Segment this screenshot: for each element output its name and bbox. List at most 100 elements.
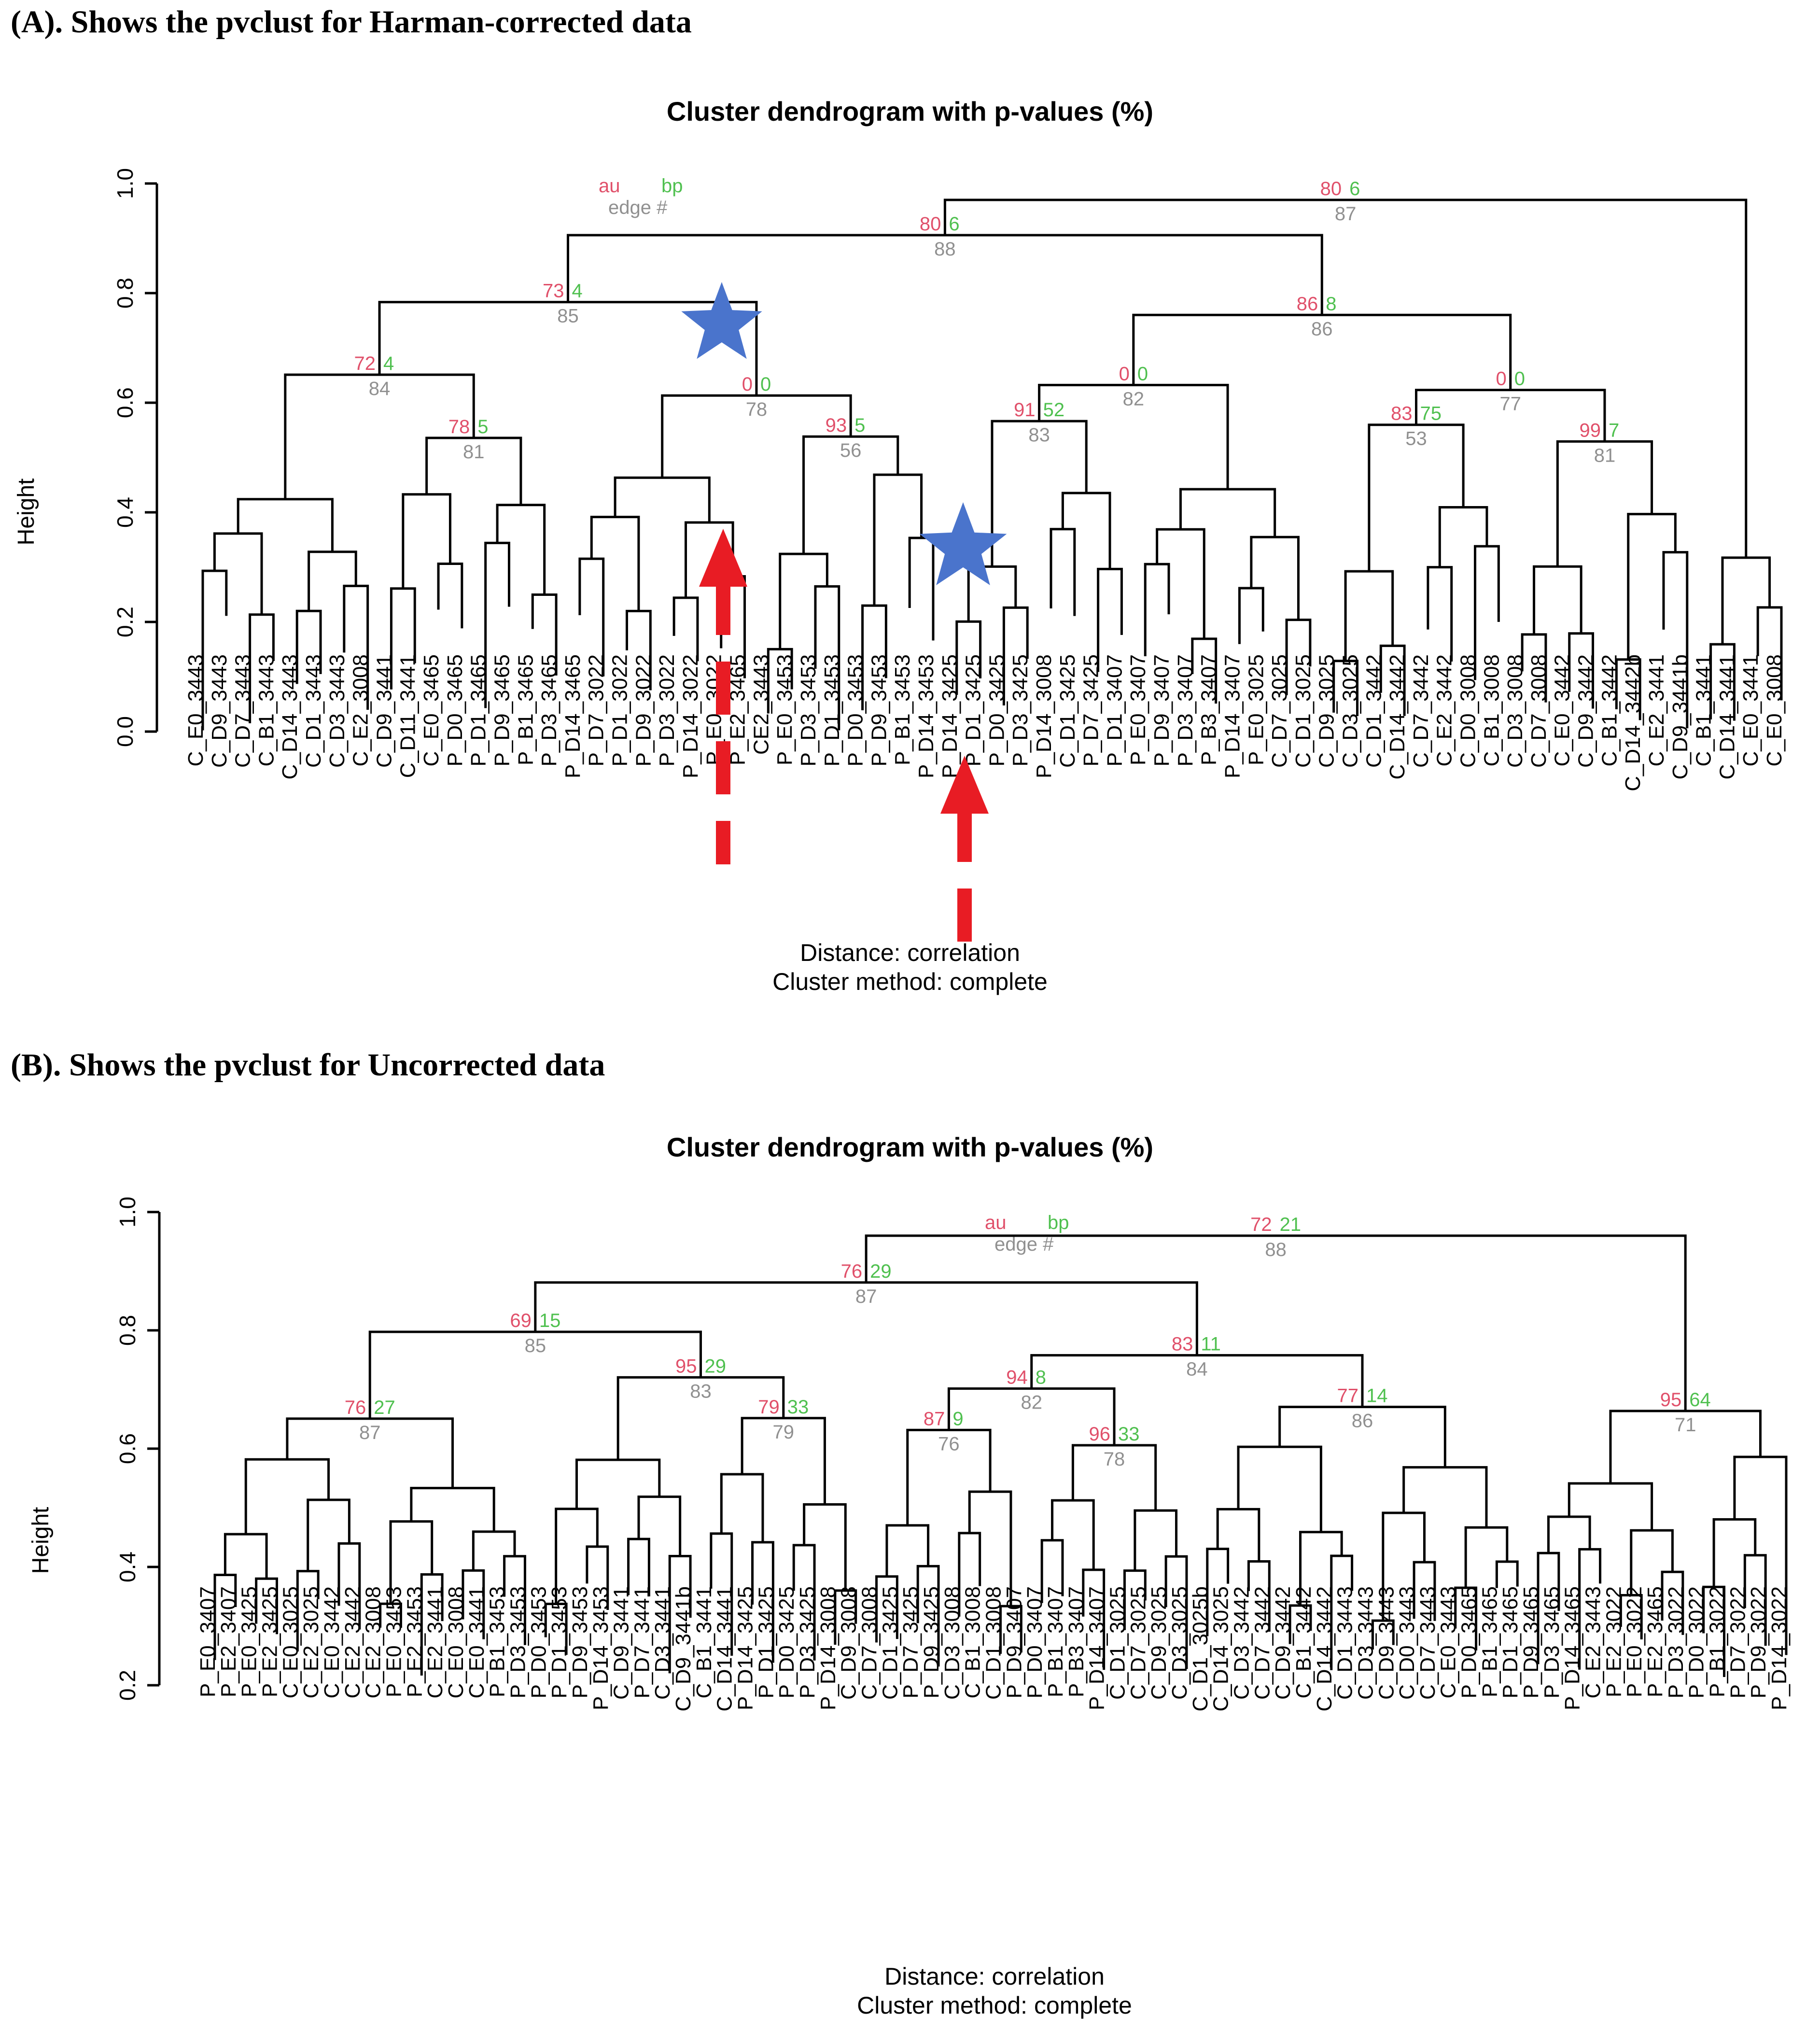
- leaf-label: C_D1_3025b: [1189, 1586, 1212, 1711]
- node-bp-value: 0: [1137, 363, 1148, 384]
- leaf-label: P_D1_3407: [1103, 654, 1126, 766]
- dendrogram-branch: [307, 1498, 350, 1571]
- leaf-label: C_E0_3443: [184, 654, 208, 766]
- node-bp-value: 8: [1326, 293, 1336, 314]
- y-tick-label: 0.6: [115, 1433, 140, 1464]
- dendrogram-branch: [575, 1458, 661, 1509]
- leaf-label: C_D9_3442: [1574, 654, 1598, 768]
- node-bp-value: 15: [539, 1310, 561, 1331]
- leaf-label: P_D7_3022: [585, 654, 608, 766]
- leaf-label: C_E2_3441: [1645, 654, 1668, 766]
- leaf-label: P_D0_3407: [1023, 1586, 1047, 1698]
- dendrogram-branch: [213, 1573, 237, 1660]
- node-au-value: 95: [1660, 1389, 1682, 1410]
- dendrogram-branch: [1040, 1539, 1064, 1603]
- leaf-label: P_E0_3407: [196, 1586, 220, 1697]
- node-edge-number: 84: [369, 378, 391, 399]
- leaf-label: P_D0_3465: [1457, 1586, 1481, 1698]
- node-edge-number: 82: [1123, 388, 1145, 409]
- leaf-label: P_B1_3465: [1478, 1586, 1501, 1697]
- node-edge-number: 71: [1675, 1414, 1696, 1436]
- y-tick-label: 0.8: [112, 278, 138, 309]
- dendrogram-branch: [1050, 528, 1076, 616]
- leaf-label: C_B1_3008: [1480, 654, 1503, 766]
- node-bp-value: 21: [1280, 1214, 1302, 1235]
- leaf-label: P_D14_3425: [938, 654, 962, 778]
- dendrogram-branch: [1299, 1531, 1343, 1606]
- leaf-label: C_D7_3008: [1527, 654, 1551, 768]
- leaf-label: P_D0_3425: [985, 654, 1008, 766]
- leaf-label: C_D3_3443: [325, 654, 349, 768]
- node-au-value: 86: [1297, 293, 1318, 314]
- dendrogram-branch: [1709, 643, 1736, 721]
- leaf-label: P_B1_3453: [486, 1586, 509, 1697]
- dendrogram-branch: [626, 609, 652, 691]
- dendrogram-branch: [1712, 1518, 1757, 1587]
- leaf-label: P_B1_3453: [891, 654, 914, 765]
- dendrogram-branch: [1002, 606, 1029, 705]
- leaf-label: C_D9_3441b: [1668, 654, 1692, 779]
- dendrogram-branch: [1464, 1526, 1509, 1588]
- node-au-value: 0: [1496, 368, 1506, 390]
- dendrogram-branch: [1278, 1406, 1446, 1467]
- leaf-label: P_D14_3425: [734, 1586, 757, 1710]
- leaf-label: C_D9_3441b: [672, 1586, 695, 1711]
- dendrogram-branch: [1164, 1555, 1188, 1669]
- leaf-label: P_D0_3022: [1685, 1586, 1708, 1698]
- dendrogram-branch: [1382, 1511, 1426, 1621]
- leaf-label: C_E0_3441: [1739, 654, 1763, 766]
- leaf-label: P_D9_3465: [1519, 1586, 1543, 1698]
- y-tick-label: 1.0: [115, 1197, 140, 1227]
- leaf-label: P_E0_3025: [1244, 654, 1268, 765]
- dendrogram-branch: [751, 1541, 774, 1663]
- dendrogram-branch: [1237, 1445, 1322, 1532]
- y-tick-label: 0.4: [112, 497, 138, 528]
- node-edge-number: 87: [855, 1286, 877, 1307]
- node-bp-value: 29: [870, 1261, 892, 1282]
- dendrogram-branch: [710, 1532, 733, 1656]
- node-bp-value: 5: [477, 416, 488, 437]
- leaf-label: C_B1_3442: [1597, 654, 1621, 766]
- leaf-label: P_E0_3453: [773, 654, 797, 765]
- leaf-label: C_D3_3443: [1354, 1586, 1377, 1700]
- y-tick-label: 0.2: [115, 1670, 140, 1701]
- dendrogram-branch: [379, 1602, 402, 1628]
- leaf-label: C_D7_3442: [1250, 1586, 1274, 1700]
- leaf-label: C_D1_3025: [1106, 1586, 1129, 1700]
- node-edge-number: 81: [463, 441, 485, 463]
- node-edge-number: 83: [690, 1381, 712, 1402]
- node-bp-value: 4: [572, 281, 582, 302]
- leaf-label: C_D7_3443: [231, 654, 255, 768]
- leaf-label: P_B1_3407: [1044, 1586, 1067, 1697]
- leaf-label: P_D3_3022: [655, 654, 679, 766]
- leaf-label: C_E0_3025: [279, 1586, 302, 1698]
- leaf-label: P_E2_3407: [217, 1586, 240, 1697]
- dendrogram-branch: [865, 1234, 1687, 1411]
- dendrogram-branch: [668, 1554, 692, 1674]
- leaf-label: P_D0_3425: [775, 1586, 798, 1698]
- node-edge-number: 53: [1405, 428, 1427, 450]
- leaf-label: P_D14_3465: [561, 654, 585, 778]
- dendrogram-branch: [1402, 1466, 1488, 1528]
- leaf-label: P_D3_3425: [796, 1586, 819, 1698]
- leaf-label: C_D7_3442: [1409, 654, 1433, 768]
- node-au-value: 83: [1172, 1334, 1193, 1355]
- dendrogram-branch: [616, 1376, 785, 1460]
- node-bp-value: 64: [1689, 1389, 1711, 1410]
- legend-au: au: [985, 1212, 1007, 1233]
- dendrogram-branch: [1568, 1482, 1653, 1531]
- leaf-label: C_E2_3443: [1582, 1586, 1605, 1698]
- node-bp-value: 9: [952, 1408, 963, 1429]
- leaf-label: C_E2_3008: [349, 654, 373, 766]
- leaf-label: C_D14_3442: [1313, 1586, 1336, 1711]
- dendrogram-branch: [462, 1569, 485, 1639]
- y-tick-label: 0.4: [115, 1551, 140, 1582]
- leaf-label: C_D1_3443: [1333, 1586, 1357, 1700]
- dendrogram-branch: [1206, 1548, 1230, 1636]
- dendrogram-branch: [1619, 1594, 1643, 1640]
- dendrogram-branch: [1134, 1509, 1178, 1571]
- leaf-label: P_D1_3022: [608, 654, 632, 766]
- leaf-label: P_D14_3453: [589, 1586, 613, 1710]
